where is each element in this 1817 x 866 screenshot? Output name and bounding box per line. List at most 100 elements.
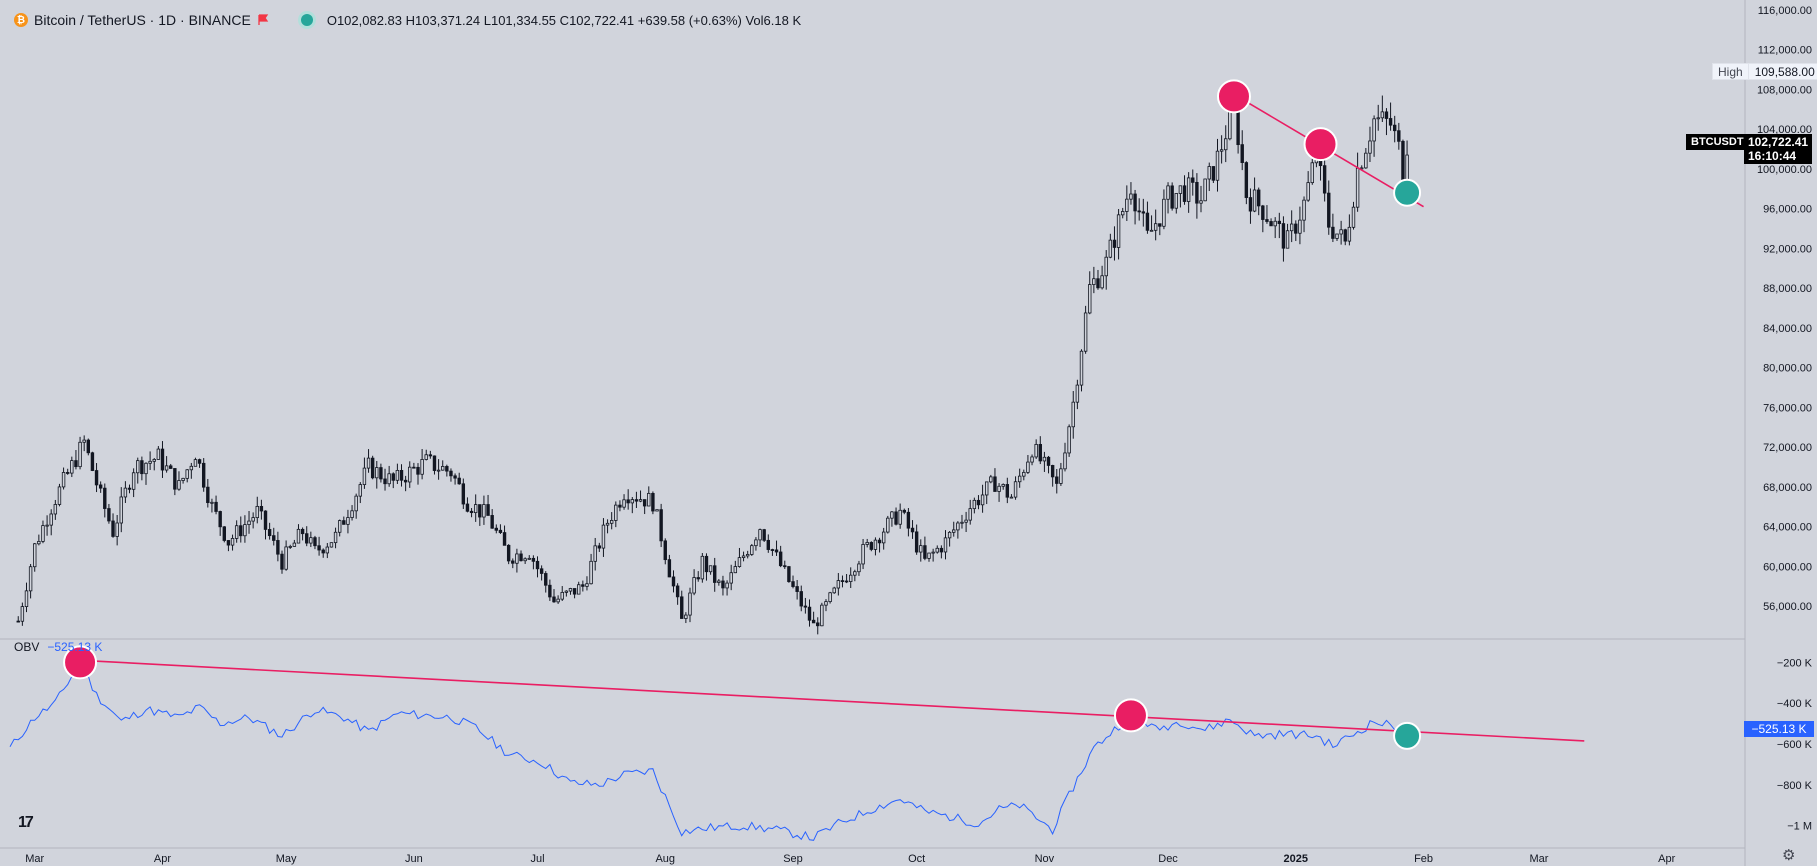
candle-body — [292, 542, 297, 547]
candle-body — [502, 532, 507, 546]
candle-body — [725, 582, 729, 589]
candle-body — [375, 467, 379, 479]
candle-body — [313, 537, 317, 547]
candle-body — [37, 541, 41, 545]
candle-body — [243, 524, 247, 537]
obv-legend[interactable]: OBV −525.13 K — [14, 640, 102, 654]
candle-body — [78, 441, 82, 468]
candle-body — [787, 566, 791, 583]
price-tick-label: 84,000.00 — [1763, 323, 1812, 335]
candle-body — [523, 558, 527, 562]
candle-body — [309, 537, 313, 544]
candle-body — [877, 539, 882, 544]
time-axis-label: Aug — [655, 853, 675, 865]
candle-body — [399, 470, 404, 481]
candle-body — [828, 592, 832, 603]
candle-body — [770, 549, 775, 551]
candle-body — [61, 472, 66, 488]
candle-body — [572, 588, 577, 595]
candle-body — [832, 587, 836, 594]
candle-body — [548, 584, 552, 598]
candle-body — [1063, 452, 1067, 470]
candle-body — [222, 526, 226, 541]
candle-body — [597, 545, 602, 549]
candle-body — [671, 576, 676, 587]
obv-tick-label: −800 K — [1777, 780, 1813, 792]
candle-body — [1149, 229, 1154, 232]
candle-body — [98, 484, 103, 489]
symbol-title[interactable]: Bitcoin / TetherUS · 1D · BINANCE — [34, 12, 251, 28]
candle-body — [840, 580, 845, 582]
time-axis[interactable]: Mar Apr May Jun Jul Aug Sep Oct Nov Dec 2025 Feb Mar… — [25, 853, 1675, 865]
candle-body — [1071, 401, 1075, 428]
price-tick-label: 108,000.00 — [1757, 84, 1812, 96]
candle-body — [923, 545, 927, 559]
candle-body — [276, 540, 280, 555]
candle-body — [1224, 138, 1228, 151]
candle-body — [791, 581, 795, 587]
symbol-legend[interactable]: ₿ Bitcoin / TetherUS · 1D · BINANCE O102… — [14, 10, 801, 30]
candle-body — [177, 480, 181, 490]
gear-icon[interactable]: ⚙ — [1782, 847, 1796, 864]
price-tick-label: 112,000.00 — [1758, 45, 1812, 57]
red-flag-icon[interactable] — [257, 14, 269, 26]
candle-body — [144, 462, 148, 475]
price-tick-label: 76,000.00 — [1763, 402, 1812, 414]
candle-body — [1162, 198, 1166, 227]
candle-body — [206, 486, 210, 504]
candle-body — [230, 538, 235, 546]
candle-body — [680, 596, 684, 619]
candle-body — [898, 509, 902, 525]
candle-body — [255, 505, 259, 519]
candle-body — [210, 501, 214, 504]
candle-body — [684, 614, 688, 619]
candle-body — [783, 565, 787, 568]
tradingview-logo-icon[interactable]: 17 — [18, 814, 34, 831]
candle-body — [317, 545, 321, 551]
obv-tick-label: −1 M — [1787, 821, 1812, 833]
candle-body — [655, 509, 659, 512]
candle-body — [952, 529, 956, 533]
candle-body — [156, 448, 161, 460]
candle-body — [1038, 444, 1042, 462]
candle-body — [1376, 117, 1380, 120]
candle-body — [1026, 461, 1030, 473]
candle-body — [902, 509, 906, 513]
candle-body — [960, 521, 964, 524]
candle-body — [1141, 211, 1146, 214]
candle-body — [688, 592, 692, 616]
candle-body — [1083, 312, 1088, 352]
candle-body — [1050, 465, 1055, 478]
candle-body — [296, 528, 301, 544]
candle-body — [968, 508, 972, 521]
candle-body — [1380, 111, 1385, 119]
candle-body — [408, 466, 412, 483]
candle-body — [325, 546, 330, 554]
price-tick-label: 116,000.00 — [1758, 5, 1812, 17]
candle-body — [201, 462, 206, 488]
candle-body — [1133, 193, 1137, 212]
candle-body — [1001, 484, 1005, 487]
candle-body — [506, 544, 511, 562]
time-axis-label: Mar — [25, 853, 44, 865]
candle-body — [1017, 475, 1022, 483]
time-axis-label: Apr — [1658, 853, 1675, 865]
candle-body — [1269, 221, 1273, 227]
red-marker-circle — [1303, 127, 1338, 162]
price-tick-label: 68,000.00 — [1763, 482, 1812, 494]
candle-body — [568, 588, 573, 592]
price-tick-label: 96,000.00 — [1763, 204, 1812, 216]
candle-body — [111, 520, 115, 537]
candle-body — [1059, 468, 1063, 484]
red-marker-circle — [63, 645, 98, 680]
candle-body — [1191, 177, 1195, 183]
candle-body — [1240, 144, 1244, 163]
obv-scale[interactable]: −200 K −400 K −600 K −800 K −1 M — [1777, 657, 1813, 832]
candle-body — [1030, 456, 1034, 463]
drawing-markers[interactable] — [63, 79, 1422, 750]
candle-body — [1108, 239, 1113, 258]
candle-body — [1104, 256, 1108, 277]
candle-body — [370, 457, 375, 479]
